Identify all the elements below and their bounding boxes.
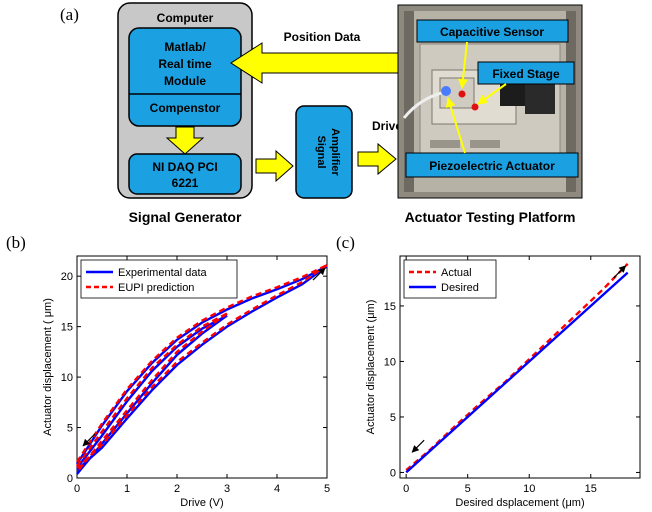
- x-tick-label: 3: [224, 483, 230, 495]
- chart-b: 0 1 2 3 4 5 0 5 10 15 20 Drive (V) Actuator displace…: [42, 255, 330, 509]
- legend-entry: Experimental data: [118, 267, 208, 279]
- x-tick-label: 5: [324, 483, 330, 495]
- legend-box: [80, 259, 238, 299]
- series-1-loop-1-ascending: [75, 264, 328, 463]
- x-tick-label: 0: [74, 483, 80, 495]
- series-1-loop-0-descending: [76, 312, 228, 473]
- y-axis-label: Actuator displacement ( μm): [42, 298, 54, 436]
- legend-entry: EUPI prediction: [118, 282, 194, 294]
- daq-line-2: 6221: [172, 176, 199, 190]
- down-arrow: [165, 126, 205, 155]
- platform-title: Actuator Testing Platform: [405, 209, 576, 225]
- computer-title: Computer: [157, 11, 214, 25]
- panel-a-label: (a): [60, 5, 79, 24]
- compensator-label: Compenstor: [150, 101, 221, 115]
- signal-generator-label: Signal Generator: [129, 209, 242, 225]
- amplifier-to-platform-arrow: [357, 142, 397, 176]
- series-0-line: [405, 262, 629, 472]
- series-1-loop-1-descending: [76, 264, 328, 469]
- capacitive-sensor-text: Capacitive Sensor: [440, 25, 544, 39]
- x-tick-label: 0: [403, 483, 409, 495]
- x-tick-label: 10: [523, 483, 535, 495]
- legend-entry: Desired: [441, 282, 479, 294]
- y-axis-label: Actuator displacement (μm): [365, 300, 377, 435]
- matlab-line-3: Module: [164, 74, 206, 88]
- y-tick-label: 10: [384, 356, 396, 368]
- x-axis-label: Desired dsplacement (μm): [455, 497, 584, 509]
- fixed-stage-text: Fixed Stage: [492, 67, 560, 81]
- piezo-actuator-text: Piezoelectric Actuator: [429, 159, 555, 173]
- x-tick-label: 15: [585, 483, 597, 495]
- y-tick-label: 15: [384, 301, 396, 313]
- series-1-loop-0-ascending: [76, 312, 228, 467]
- position-data-label: Position Data: [284, 30, 361, 44]
- y-tick-label: 5: [67, 423, 73, 435]
- x-tick-label: 2: [174, 483, 180, 495]
- series-0-loop-0-descending: [76, 314, 228, 475]
- y-tick-label: 0: [67, 473, 73, 485]
- piezo-actuator-pointer: [445, 97, 466, 154]
- daq-to-amplifier-arrow: [255, 149, 294, 183]
- daq-line-1: NI DAQ PCI: [152, 160, 217, 174]
- daq-box: [128, 153, 242, 195]
- x-tick-label: 5: [465, 483, 471, 495]
- matlab-line-1: Matlab/: [164, 40, 206, 54]
- capacitive-sensor-callout: [416, 19, 569, 43]
- x-axis-label: Drive (V): [180, 497, 223, 509]
- start-direction-arrow: [411, 439, 425, 453]
- piezo-actuator-callout: [405, 152, 579, 178]
- legend-entry: Actual: [441, 267, 472, 279]
- end-direction-arrow: [613, 265, 627, 279]
- fixed-stage-callout: [477, 61, 575, 85]
- series-0-loop-1-descending: [76, 265, 328, 471]
- y-tick-label: 10: [61, 372, 73, 384]
- y-tick-label: 5: [390, 412, 396, 424]
- series-1-line: [405, 271, 629, 474]
- y-tick-label: 20: [61, 271, 73, 283]
- drive-label: Drive: [372, 119, 402, 133]
- position-data-arrow: [230, 42, 399, 84]
- amplifier-box: [295, 105, 353, 199]
- x-tick-label: 1: [124, 483, 130, 495]
- start-direction-arrow: [82, 433, 96, 447]
- capacitive-sensor-pointer: [458, 41, 468, 89]
- panel-b-label: (b): [6, 233, 26, 252]
- x-tick-label: 4: [274, 483, 280, 495]
- end-direction-arrow: [312, 267, 326, 281]
- matlab-line-2: Real time: [158, 57, 212, 71]
- y-tick-label: 15: [61, 322, 73, 334]
- y-tick-label: 0: [390, 467, 396, 479]
- matlab-module-box: [128, 27, 242, 127]
- legend-box: [403, 259, 497, 299]
- amplifier-line-1: Signal: [315, 135, 327, 168]
- panel-c-label: (c): [336, 233, 355, 252]
- amplifier-line-2: Amplifier: [329, 128, 341, 176]
- series-0-loop-0-ascending: [76, 314, 228, 469]
- fixed-stage-pointer: [477, 83, 507, 105]
